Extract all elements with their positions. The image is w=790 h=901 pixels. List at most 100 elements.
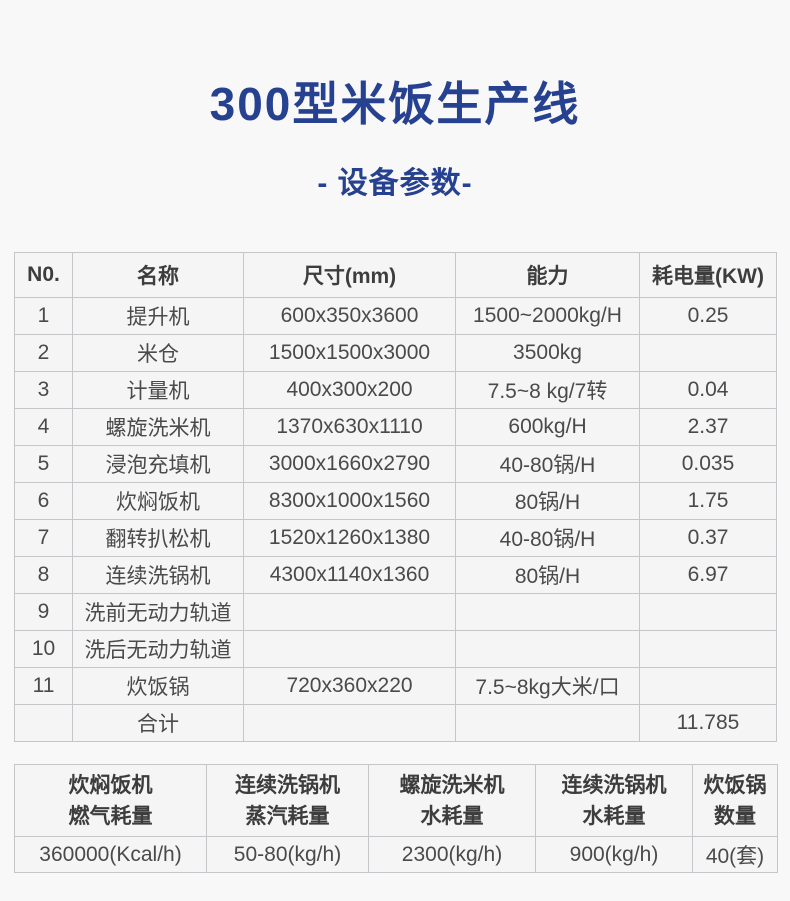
cell-capacity: 40-80锅/H (455, 445, 640, 483)
cell-no (14, 704, 73, 742)
summary-header-row: 炊焖饭机 燃气耗量 连续洗锅机 蒸汽耗量 螺旋洗米机 水耗量 连续洗锅机 水耗量… (14, 764, 778, 837)
cell-size (243, 704, 456, 742)
header-pot-quantity: 炊饭锅 数量 (692, 764, 778, 837)
table-row: 2 米仓 1500x1500x3000 3500kg (14, 334, 777, 372)
cell-size (243, 593, 456, 631)
cell-size: 8300x1000x1560 (243, 482, 456, 520)
cell-power: 0.04 (639, 371, 777, 409)
cell-size: 3000x1660x2790 (243, 445, 456, 483)
header-line: 水耗量 (582, 804, 646, 828)
header-no: N0. (14, 252, 73, 298)
cell-name: 提升机 (72, 297, 244, 335)
header-washer-water-consumption: 螺旋洗米机 水耗量 (368, 764, 536, 837)
cell-no: 2 (14, 334, 73, 372)
summary-value-row: 360000(Kcal/h) 50-80(kg/h) 2300(kg/h) 90… (14, 836, 778, 873)
cell-capacity: 80锅/H (455, 556, 640, 594)
cell-power: 6.97 (639, 556, 777, 594)
cell-no: 7 (14, 519, 73, 557)
header-line: 数量 (714, 804, 756, 828)
table-row: 1 提升机 600x350x3600 1500~2000kg/H 0.25 (14, 297, 777, 335)
header-line: 蒸汽耗量 (245, 804, 330, 828)
table-header-row: N0. 名称 尺寸(mm) 能力 耗电量(KW) (14, 252, 777, 298)
cell-no: 9 (14, 593, 73, 631)
cell-capacity: 7.5~8 kg/7转 (455, 371, 640, 409)
header-line: 螺旋洗米机 (399, 773, 505, 797)
table-row-total: 合计 11.785 (14, 704, 777, 742)
cell-name: 炊焖饭机 (72, 482, 244, 520)
cell-capacity (455, 704, 640, 742)
header-gas-consumption: 炊焖饭机 燃气耗量 (14, 764, 207, 837)
header-line: 炊饭锅 (703, 773, 767, 797)
cell-no: 1 (14, 297, 73, 335)
cell-capacity: 80锅/H (455, 482, 640, 520)
cell-no: 6 (14, 482, 73, 520)
cell-no: 10 (14, 630, 73, 668)
cell-capacity: 1500~2000kg/H (455, 297, 640, 335)
table-row: 7 翻转扒松机 1520x1260x1380 40-80锅/H 0.37 (14, 519, 777, 557)
cell-no: 3 (14, 371, 73, 409)
cell-power: 0.035 (639, 445, 777, 483)
cell-name: 浸泡充填机 (72, 445, 244, 483)
header-pot-washer-water-consumption: 连续洗锅机 水耗量 (535, 764, 693, 837)
header-line: 炊焖饭机 (68, 773, 153, 797)
cell-name: 计量机 (72, 371, 244, 409)
cell-size: 400x300x200 (243, 371, 456, 409)
cell-capacity: 600kg/H (455, 408, 640, 446)
cell-size: 1520x1260x1380 (243, 519, 456, 557)
header-line: 燃气耗量 (68, 804, 153, 828)
equipment-parameters-table: N0. 名称 尺寸(mm) 能力 耗电量(KW) 1 提升机 600x350x3… (14, 252, 777, 742)
header-size: 尺寸(mm) (243, 252, 456, 298)
header-line: 水耗量 (420, 804, 484, 828)
table-row: 6 炊焖饭机 8300x1000x1560 80锅/H 1.75 (14, 482, 777, 520)
header-capacity: 能力 (455, 252, 640, 298)
cell-size: 1370x630x1110 (243, 408, 456, 446)
cell-name: 洗前无动力轨道 (72, 593, 244, 631)
value-pot-washer-water-consumption: 900(kg/h) (535, 836, 693, 873)
cell-power (639, 630, 777, 668)
table-row: 5 浸泡充填机 3000x1660x2790 40-80锅/H 0.035 (14, 445, 777, 483)
header-line: 连续洗锅机 (235, 773, 340, 797)
cell-size: 4300x1140x1360 (243, 556, 456, 594)
page-subtitle: - 设备参数- (317, 167, 473, 200)
cell-name: 合计 (72, 704, 244, 742)
page-title: 300型米饭生产线 (209, 78, 581, 130)
cell-size: 1500x1500x3000 (243, 334, 456, 372)
header-power: 耗电量(KW) (639, 252, 777, 298)
cell-power (639, 334, 777, 372)
table-row: 10 洗后无动力轨道 (14, 630, 777, 668)
cell-power: 0.37 (639, 519, 777, 557)
header-line: 连续洗锅机 (561, 773, 667, 797)
cell-name: 米仓 (72, 334, 244, 372)
cell-capacity (455, 593, 640, 631)
cell-no: 8 (14, 556, 73, 594)
consumption-summary-table: 炊焖饭机 燃气耗量 连续洗锅机 蒸汽耗量 螺旋洗米机 水耗量 连续洗锅机 水耗量… (14, 764, 778, 873)
cell-capacity: 3500kg (455, 334, 640, 372)
cell-no: 5 (14, 445, 73, 483)
cell-power: 0.25 (639, 297, 777, 335)
cell-capacity (455, 630, 640, 668)
header-name: 名称 (72, 252, 244, 298)
value-gas-consumption: 360000(Kcal/h) (14, 836, 207, 873)
cell-capacity: 7.5~8kg大米/口 (455, 667, 640, 705)
cell-power-total: 11.785 (639, 704, 777, 742)
cell-name: 翻转扒松机 (72, 519, 244, 557)
cell-power (639, 667, 777, 705)
value-washer-water-consumption: 2300(kg/h) (368, 836, 536, 873)
cell-power: 2.37 (639, 408, 777, 446)
cell-power: 1.75 (639, 482, 777, 520)
value-pot-quantity: 40(套) (692, 836, 778, 873)
table-row: 3 计量机 400x300x200 7.5~8 kg/7转 0.04 (14, 371, 777, 409)
table-row: 9 洗前无动力轨道 (14, 593, 777, 631)
table-row: 11 炊饭锅 720x360x220 7.5~8kg大米/口 (14, 667, 777, 705)
value-steam-consumption: 50-80(kg/h) (206, 836, 369, 873)
table-row: 8 连续洗锅机 4300x1140x1360 80锅/H 6.97 (14, 556, 777, 594)
cell-name: 洗后无动力轨道 (72, 630, 244, 668)
cell-size (243, 630, 456, 668)
header-steam-consumption: 连续洗锅机 蒸汽耗量 (206, 764, 369, 837)
cell-size: 720x360x220 (243, 667, 456, 705)
cell-capacity: 40-80锅/H (455, 519, 640, 557)
cell-size: 600x350x3600 (243, 297, 456, 335)
cell-no: 11 (14, 667, 73, 705)
cell-name: 螺旋洗米机 (72, 408, 244, 446)
